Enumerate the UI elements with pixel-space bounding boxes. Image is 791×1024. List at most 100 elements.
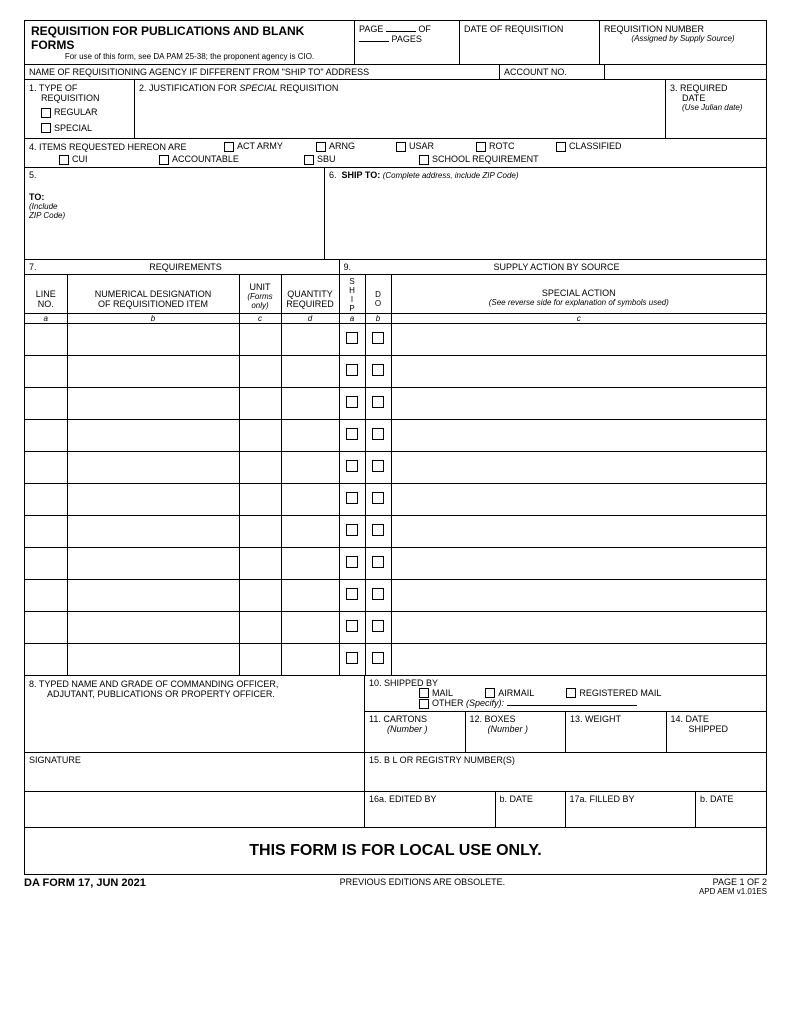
cell-line[interactable] — [25, 323, 67, 355]
cell-do[interactable] — [365, 643, 391, 675]
checkbox-ship[interactable] — [346, 364, 358, 376]
checkbox-do[interactable] — [372, 396, 384, 408]
cell-desig[interactable] — [67, 451, 239, 483]
cb-school[interactable] — [419, 155, 429, 165]
checkbox-special[interactable] — [41, 123, 51, 133]
cell-line[interactable] — [25, 483, 67, 515]
s15-cell[interactable]: 15. B L OR REGISTRY NUMBER(S) — [365, 753, 766, 791]
account-cell[interactable]: ACCOUNT NO. — [500, 65, 605, 79]
signature-cell[interactable]: SIGNATURE — [25, 753, 365, 791]
cell-sa[interactable] — [391, 579, 766, 611]
checkbox-ship[interactable] — [346, 492, 358, 504]
s17a-cell[interactable]: 17a. FILLED BY — [566, 792, 697, 827]
cell-unit[interactable] — [239, 643, 281, 675]
s5-cell[interactable]: 5. TO: (Include ZIP Code) — [25, 168, 325, 259]
cell-qty[interactable] — [281, 419, 339, 451]
cb-usar[interactable] — [396, 142, 406, 152]
cb-other[interactable] — [419, 699, 429, 709]
cb-registered[interactable] — [566, 688, 576, 698]
checkbox-do[interactable] — [372, 492, 384, 504]
cell-desig[interactable] — [67, 611, 239, 643]
cell-qty[interactable] — [281, 355, 339, 387]
s17b-cell[interactable]: b. DATE — [696, 792, 766, 827]
checkbox-ship[interactable] — [346, 396, 358, 408]
cell-do[interactable] — [365, 451, 391, 483]
cb-arng[interactable] — [316, 142, 326, 152]
cb-accountable[interactable] — [159, 155, 169, 165]
checkbox-do[interactable] — [372, 556, 384, 568]
cell-ship[interactable] — [339, 643, 365, 675]
cell-sa[interactable] — [391, 323, 766, 355]
cell-qty[interactable] — [281, 515, 339, 547]
cell-line[interactable] — [25, 611, 67, 643]
checkbox-do[interactable] — [372, 428, 384, 440]
cell-unit[interactable] — [239, 451, 281, 483]
cell-sa[interactable] — [391, 611, 766, 643]
cell-ship[interactable] — [339, 483, 365, 515]
checkbox-ship[interactable] — [346, 588, 358, 600]
cell-line[interactable] — [25, 579, 67, 611]
cell-ship[interactable] — [339, 355, 365, 387]
cell-desig[interactable] — [67, 419, 239, 451]
s12-cell[interactable]: 12. BOXES (Number ) — [466, 712, 567, 752]
cell-desig[interactable] — [67, 387, 239, 419]
checkbox-do[interactable] — [372, 652, 384, 664]
cell-unit[interactable] — [239, 483, 281, 515]
cell-qty[interactable] — [281, 611, 339, 643]
cb-act-army[interactable] — [224, 142, 234, 152]
cell-sa[interactable] — [391, 547, 766, 579]
cb-classified[interactable] — [556, 142, 566, 152]
cell-do[interactable] — [365, 483, 391, 515]
cell-qty[interactable] — [281, 483, 339, 515]
s2-cell[interactable]: 2. JUSTIFICATION FOR SPECIAL REQUISITION — [135, 80, 666, 138]
checkbox-ship[interactable] — [346, 332, 358, 344]
page-num-field[interactable] — [386, 31, 416, 32]
cell-desig[interactable] — [67, 323, 239, 355]
cell-ship[interactable] — [339, 323, 365, 355]
cell-do[interactable] — [365, 323, 391, 355]
cell-ship[interactable] — [339, 451, 365, 483]
cell-unit[interactable] — [239, 355, 281, 387]
cell-line[interactable] — [25, 451, 67, 483]
cell-desig[interactable] — [67, 547, 239, 579]
checkbox-ship[interactable] — [346, 460, 358, 472]
s11-cell[interactable]: 11. CARTONS (Number ) — [365, 712, 466, 752]
cell-sa[interactable] — [391, 419, 766, 451]
cell-do[interactable] — [365, 355, 391, 387]
cell-sa[interactable] — [391, 483, 766, 515]
cell-ship[interactable] — [339, 387, 365, 419]
checkbox-ship[interactable] — [346, 428, 358, 440]
cell-unit[interactable] — [239, 611, 281, 643]
checkbox-do[interactable] — [372, 524, 384, 536]
pages-total-field[interactable] — [359, 41, 389, 42]
cell-sa[interactable] — [391, 387, 766, 419]
cell-sa[interactable] — [391, 643, 766, 675]
date-req-cell[interactable]: DATE OF REQUISITION — [460, 21, 600, 64]
cell-ship[interactable] — [339, 515, 365, 547]
cell-desig[interactable] — [67, 515, 239, 547]
cb-airmail[interactable] — [485, 688, 495, 698]
cell-desig[interactable] — [67, 355, 239, 387]
checkbox-do[interactable] — [372, 620, 384, 632]
s16a-cell[interactable]: 16a. EDITED BY — [365, 792, 496, 827]
cb-rotc[interactable] — [476, 142, 486, 152]
cell-qty[interactable] — [281, 579, 339, 611]
cell-line[interactable] — [25, 643, 67, 675]
cell-do[interactable] — [365, 611, 391, 643]
cell-unit[interactable] — [239, 579, 281, 611]
cell-ship[interactable] — [339, 611, 365, 643]
cell-line[interactable] — [25, 547, 67, 579]
cell-do[interactable] — [365, 579, 391, 611]
cell-do[interactable] — [365, 547, 391, 579]
checkbox-ship[interactable] — [346, 524, 358, 536]
cell-unit[interactable] — [239, 515, 281, 547]
cell-ship[interactable] — [339, 579, 365, 611]
cell-do[interactable] — [365, 515, 391, 547]
checkbox-do[interactable] — [372, 364, 384, 376]
s8-cell[interactable]: 8. TYPED NAME AND GRADE OF COMMANDING OF… — [25, 676, 364, 722]
checkbox-regular[interactable] — [41, 108, 51, 118]
cell-sa[interactable] — [391, 451, 766, 483]
cell-desig[interactable] — [67, 643, 239, 675]
cb-mail[interactable] — [419, 688, 429, 698]
cell-line[interactable] — [25, 515, 67, 547]
